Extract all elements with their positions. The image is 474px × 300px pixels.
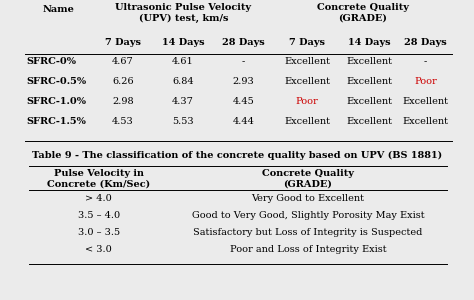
Text: SFRC-1.0%: SFRC-1.0% bbox=[27, 97, 87, 106]
Text: Poor: Poor bbox=[414, 77, 437, 86]
Text: Good to Very Good, Slightly Porosity May Exist: Good to Very Good, Slightly Porosity May… bbox=[191, 211, 424, 220]
Text: Excellent: Excellent bbox=[284, 77, 330, 86]
Text: Excellent: Excellent bbox=[346, 117, 392, 126]
Text: 4.37: 4.37 bbox=[172, 97, 194, 106]
Text: 4.44: 4.44 bbox=[232, 117, 255, 126]
Text: Poor and Loss of Integrity Exist: Poor and Loss of Integrity Exist bbox=[229, 245, 386, 254]
Text: 7 Days: 7 Days bbox=[105, 38, 141, 47]
Text: 4.67: 4.67 bbox=[112, 57, 134, 66]
Text: -: - bbox=[424, 57, 427, 66]
Text: 7 Days: 7 Days bbox=[289, 38, 325, 47]
Text: SFRC-1.5%: SFRC-1.5% bbox=[27, 117, 87, 126]
Text: > 4.0: > 4.0 bbox=[85, 194, 112, 203]
Text: -: - bbox=[242, 57, 245, 66]
Text: 3.0 – 3.5: 3.0 – 3.5 bbox=[78, 228, 120, 237]
Text: Excellent: Excellent bbox=[284, 57, 330, 66]
Text: SFRC-0%: SFRC-0% bbox=[27, 57, 77, 66]
Text: 14 Days: 14 Days bbox=[162, 38, 204, 47]
Text: Poor: Poor bbox=[296, 97, 319, 106]
Text: Concrete Quality
(GRADE): Concrete Quality (GRADE) bbox=[262, 169, 354, 188]
Text: Concrete Quality
(GRADE): Concrete Quality (GRADE) bbox=[317, 3, 409, 22]
Text: Satisfactory but Loss of Integrity is Suspected: Satisfactory but Loss of Integrity is Su… bbox=[193, 228, 423, 237]
Text: 3.5 – 4.0: 3.5 – 4.0 bbox=[78, 211, 120, 220]
Text: Table 9 - The classification of the concrete quality based on UPV (BS 1881): Table 9 - The classification of the conc… bbox=[32, 151, 442, 160]
Text: 14 Days: 14 Days bbox=[348, 38, 391, 47]
Text: 4.45: 4.45 bbox=[232, 97, 254, 106]
Text: Excellent: Excellent bbox=[284, 117, 330, 126]
Text: 28 Days: 28 Days bbox=[404, 38, 447, 47]
Text: 4.61: 4.61 bbox=[172, 57, 194, 66]
Text: 4.53: 4.53 bbox=[112, 117, 134, 126]
Text: 28 Days: 28 Days bbox=[222, 38, 265, 47]
Text: < 3.0: < 3.0 bbox=[85, 245, 112, 254]
Text: Pulse Velocity in
Concrete (Km/Sec): Pulse Velocity in Concrete (Km/Sec) bbox=[47, 169, 150, 188]
Text: Excellent: Excellent bbox=[346, 97, 392, 106]
Text: Excellent: Excellent bbox=[346, 57, 392, 66]
Text: SFRC-0.5%: SFRC-0.5% bbox=[27, 77, 87, 86]
Text: 5.53: 5.53 bbox=[172, 117, 194, 126]
Text: Excellent: Excellent bbox=[402, 117, 448, 126]
Text: Ultrasonic Pulse Velocity
(UPV) test, km/s: Ultrasonic Pulse Velocity (UPV) test, km… bbox=[115, 3, 251, 22]
Text: Excellent: Excellent bbox=[346, 77, 392, 86]
Text: 2.93: 2.93 bbox=[232, 77, 254, 86]
Text: 6.26: 6.26 bbox=[112, 77, 134, 86]
Text: 2.98: 2.98 bbox=[112, 97, 134, 106]
Text: Very Good to Excellent: Very Good to Excellent bbox=[252, 194, 365, 203]
Text: 6.84: 6.84 bbox=[172, 77, 194, 86]
Text: Excellent: Excellent bbox=[402, 97, 448, 106]
Text: Name: Name bbox=[43, 5, 74, 14]
